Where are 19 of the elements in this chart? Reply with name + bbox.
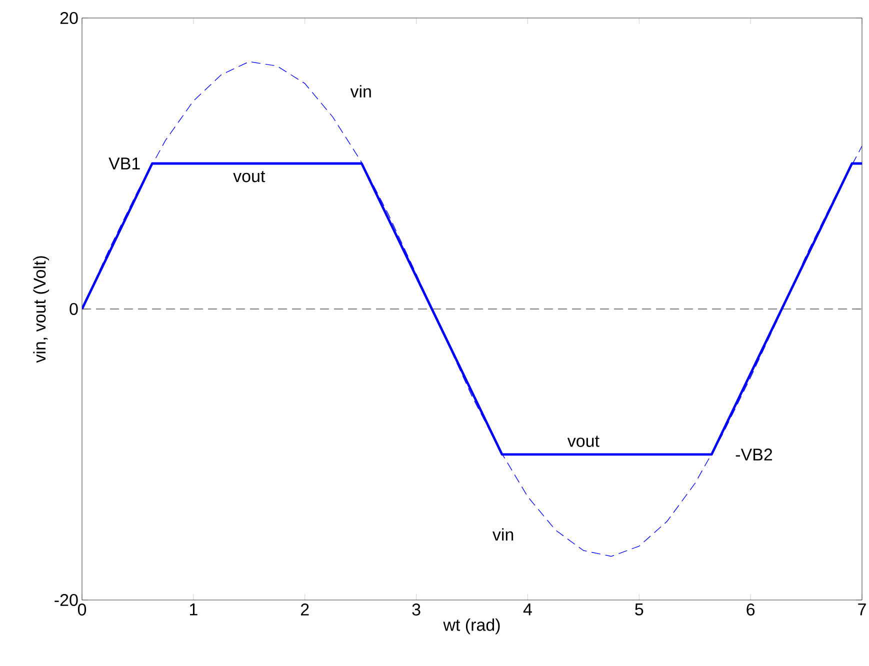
x-tick-label: 7 xyxy=(858,604,866,616)
x-tick-label: 4 xyxy=(523,604,532,616)
x-tick-label: 0 xyxy=(78,604,86,616)
x-tick-label: 3 xyxy=(412,604,420,616)
annotation: vin xyxy=(492,528,514,541)
y-axis-title: vin, vout (Volt) xyxy=(33,256,50,363)
annotation: -VB2 xyxy=(736,448,772,460)
x-tick-label: 5 xyxy=(635,604,644,616)
annotation: vout xyxy=(567,436,600,447)
y-tick-label: 0 xyxy=(70,302,78,316)
x-tick-label: 1 xyxy=(190,604,198,616)
x-tick-label: 6 xyxy=(746,604,755,616)
y-tick-label: 20 xyxy=(60,12,78,24)
annotation: VB1 xyxy=(108,158,140,170)
x-tick-label: 2 xyxy=(300,604,309,616)
annotation: vin xyxy=(350,85,371,98)
x-axis-title: wt (rad) xyxy=(443,618,500,634)
annotation: vout xyxy=(233,171,266,182)
y-tick-label: -20 xyxy=(54,594,78,606)
